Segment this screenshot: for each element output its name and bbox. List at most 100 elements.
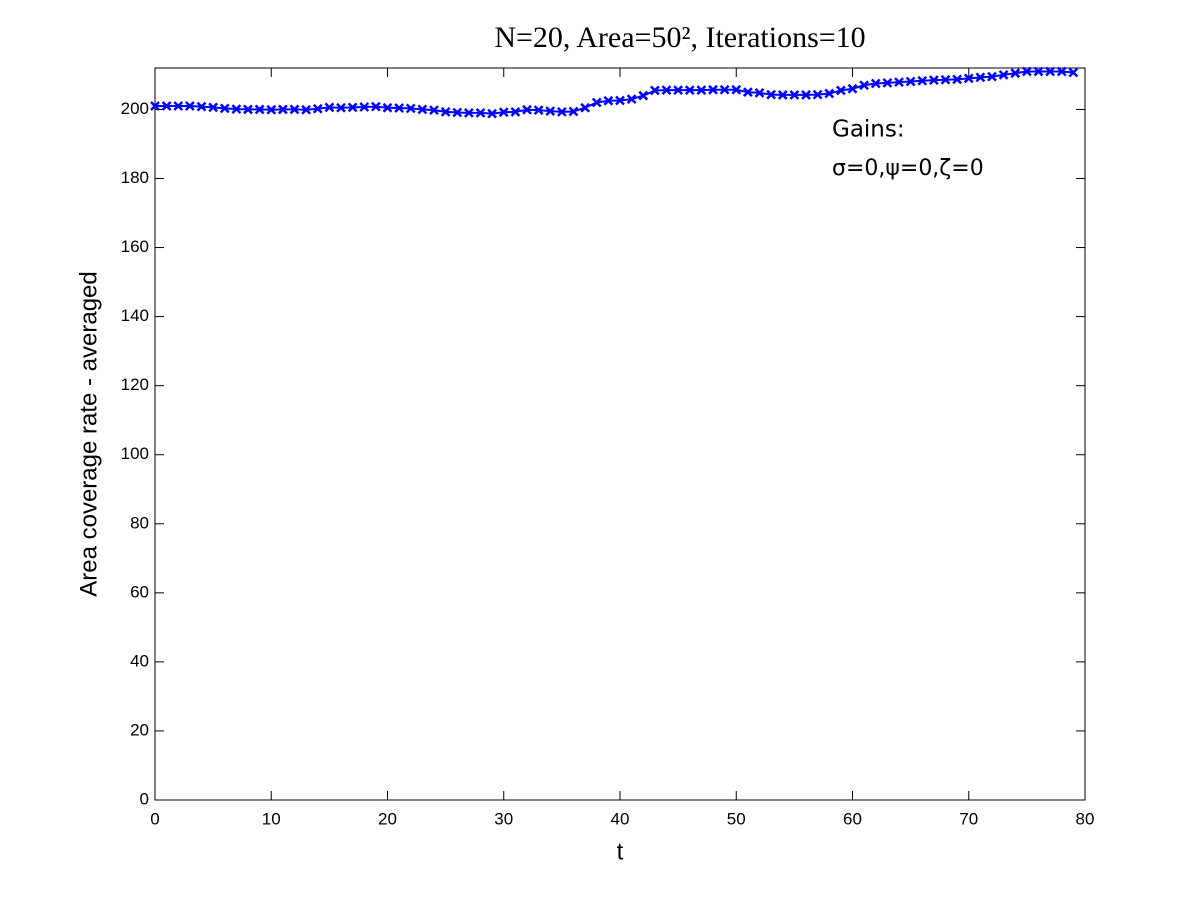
data-point — [928, 75, 939, 85]
data-point — [591, 97, 602, 108]
data-point — [440, 106, 451, 117]
data-point — [219, 103, 230, 114]
x-tick-label: 40 — [611, 809, 630, 828]
y-tick-label: 0 — [140, 789, 149, 808]
data-point — [243, 104, 253, 115]
data-point — [824, 88, 835, 99]
data-point — [522, 104, 532, 115]
y-tick-label: 40 — [130, 651, 149, 670]
data-point — [231, 104, 242, 114]
data-point — [580, 102, 591, 113]
data-point — [429, 105, 439, 116]
y-tick-label: 100 — [121, 444, 149, 463]
data-point — [405, 103, 416, 114]
data-point — [173, 101, 184, 111]
data-point — [336, 102, 346, 113]
data-point — [463, 108, 474, 118]
data-point — [312, 103, 323, 114]
data-point — [673, 85, 684, 95]
data-point — [277, 104, 288, 115]
data-point — [661, 85, 672, 95]
y-tick-label: 180 — [121, 168, 149, 187]
x-tick-label: 0 — [150, 809, 159, 828]
y-tick-label: 60 — [130, 582, 149, 601]
y-tick-label: 160 — [121, 237, 149, 256]
data-point — [1045, 66, 1056, 77]
data-point — [545, 106, 556, 117]
data-point — [998, 70, 1009, 80]
data-point — [1033, 66, 1044, 77]
x-tick-label: 30 — [494, 809, 513, 828]
x-tick-label: 60 — [843, 809, 862, 828]
chart-title: N=20, Area=50², Iterations=10 — [494, 21, 865, 54]
data-point — [789, 90, 800, 100]
x-tick-label: 70 — [959, 809, 978, 828]
data-point — [266, 104, 277, 115]
data-point — [812, 89, 823, 100]
x-tick-label: 20 — [378, 809, 397, 828]
data-point — [696, 85, 707, 95]
data-point — [987, 71, 997, 82]
data-point — [917, 75, 928, 86]
data-point — [510, 106, 521, 117]
annotation: Gains: — [832, 117, 905, 143]
annotation: σ=0,ψ=0,ζ=0 — [832, 156, 984, 181]
data-point — [452, 107, 463, 118]
y-tick-label: 20 — [130, 720, 149, 739]
data-point — [777, 90, 788, 100]
data-point — [963, 73, 974, 84]
data-point — [870, 78, 881, 89]
data-point — [370, 101, 381, 112]
data-point — [882, 77, 893, 88]
data-point — [894, 77, 904, 88]
data-point — [638, 90, 649, 101]
data-point — [161, 101, 172, 111]
data-point — [1068, 67, 1079, 78]
data-point — [150, 101, 160, 111]
data-point — [603, 95, 614, 106]
data-point — [196, 101, 207, 112]
data-point — [731, 84, 742, 95]
data-point — [649, 85, 660, 96]
data-point — [754, 87, 765, 98]
data-point — [847, 83, 858, 94]
data-point — [475, 108, 486, 118]
data-point — [1021, 66, 1032, 77]
data-point — [766, 89, 777, 100]
data-point — [975, 72, 986, 83]
x-axis-label: t — [617, 838, 624, 865]
data-point — [301, 104, 312, 115]
data-point — [708, 84, 718, 95]
data-point — [347, 102, 358, 113]
data-point — [533, 105, 544, 116]
y-tick-label: 80 — [130, 513, 149, 532]
data-point — [417, 104, 428, 115]
data-point — [382, 102, 393, 113]
data-point — [684, 85, 695, 95]
x-tick-label: 80 — [1076, 809, 1095, 828]
data-point — [254, 104, 265, 115]
data-point — [905, 76, 916, 87]
data-point — [556, 106, 567, 117]
data-point — [615, 95, 625, 106]
y-tick-label: 140 — [121, 306, 149, 325]
data-point — [952, 74, 963, 85]
data-point — [719, 84, 730, 95]
data-point — [1010, 68, 1021, 79]
data-point — [940, 74, 951, 85]
data-point — [801, 90, 811, 100]
data-point — [359, 102, 370, 112]
data-point — [324, 102, 335, 113]
data-point — [626, 94, 637, 104]
data-point — [742, 87, 753, 98]
data-point — [568, 106, 579, 117]
data-point — [394, 103, 405, 113]
y-tick-label: 200 — [121, 99, 149, 118]
data-point — [487, 108, 498, 119]
data-point — [1056, 66, 1067, 77]
data-point — [208, 102, 219, 113]
data-point — [289, 104, 300, 115]
x-tick-label: 50 — [727, 809, 746, 828]
